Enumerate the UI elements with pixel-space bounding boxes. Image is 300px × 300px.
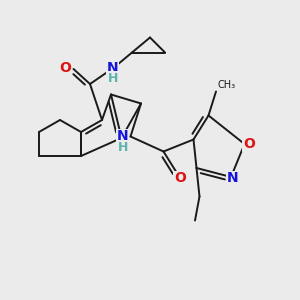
Text: CH₃: CH₃ [218, 80, 236, 90]
Text: O: O [174, 172, 186, 185]
Text: O: O [59, 61, 71, 74]
Text: N: N [107, 61, 118, 74]
Text: N: N [117, 130, 128, 143]
Text: O: O [243, 137, 255, 151]
Text: H: H [108, 72, 118, 85]
Text: S: S [116, 133, 127, 146]
Text: H: H [118, 141, 128, 154]
Text: N: N [227, 172, 238, 185]
